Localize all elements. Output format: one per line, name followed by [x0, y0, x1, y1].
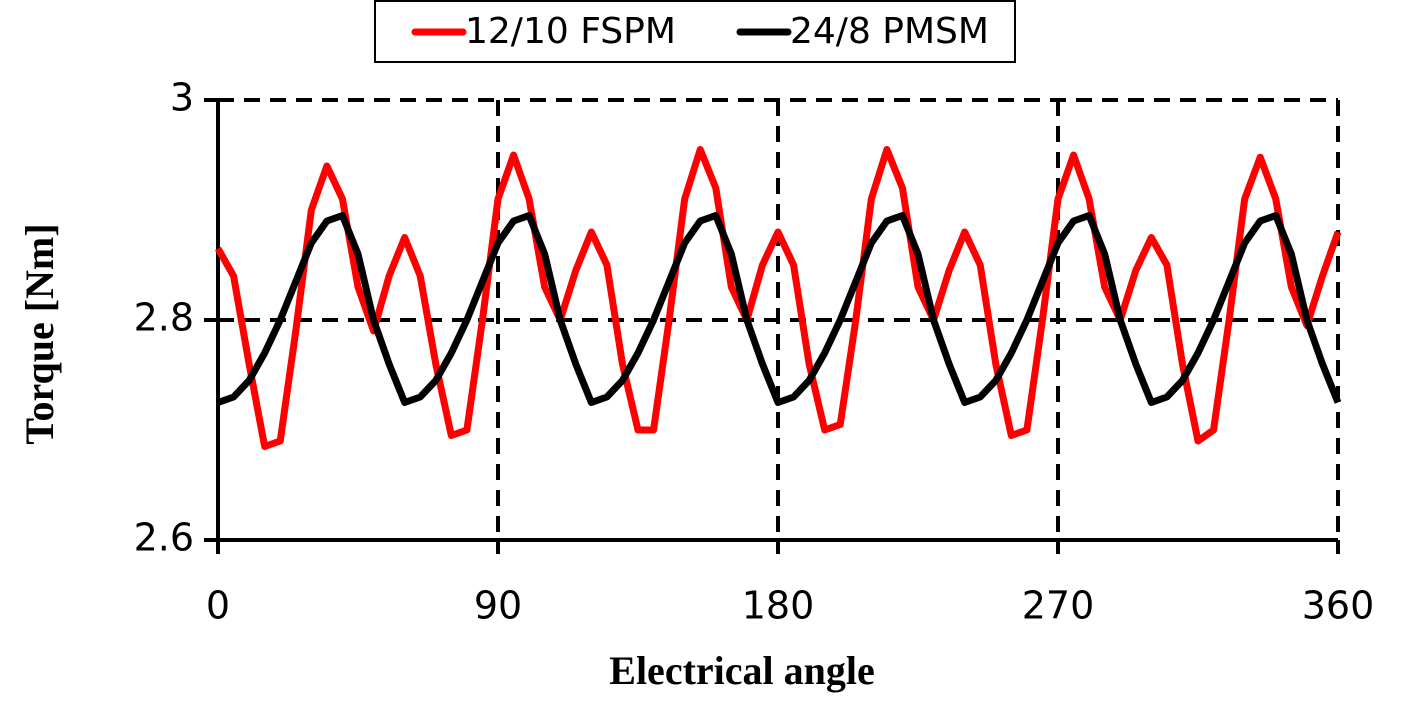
- legend-label: 24/8 PMSM: [790, 11, 989, 52]
- legend-label: 12/10 FSPM: [465, 11, 676, 52]
- y-axis-label: Torque [Nm]: [17, 223, 62, 444]
- x-tick-label: 360: [1302, 584, 1375, 628]
- x-tick-label: 0: [206, 584, 230, 628]
- x-tick-label: 90: [474, 584, 522, 628]
- y-tick-label: 2.6: [134, 516, 194, 560]
- legend-box: [374, 0, 1016, 63]
- x-axis-label: Electrical angle: [609, 648, 874, 693]
- series-line: [214, 146, 1342, 450]
- y-tick-label: 2.8: [134, 296, 194, 340]
- x-tick-label: 180: [742, 584, 815, 628]
- series-line: [216, 212, 1342, 406]
- x-tick-label: 270: [1022, 584, 1095, 628]
- y-tick-label: 3: [170, 76, 194, 120]
